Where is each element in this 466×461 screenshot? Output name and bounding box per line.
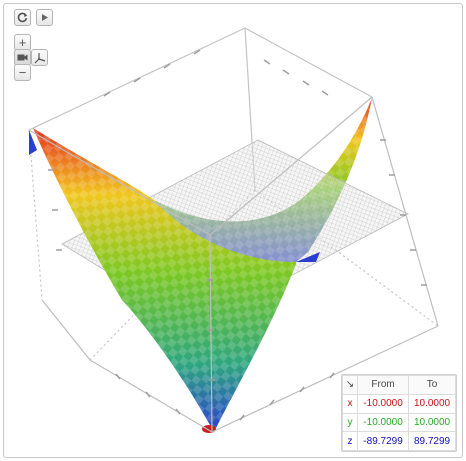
range-table: ↘ From To x -10.0000 10.0000 y -10.0000 … <box>341 374 457 452</box>
surface-left-edge <box>29 130 37 155</box>
range-table-corner[interactable]: ↘ <box>342 375 358 395</box>
axes-icon <box>34 52 45 63</box>
surface-bottom-tip <box>202 425 216 433</box>
bounding-box-front <box>28 96 439 433</box>
axis-ticks <box>48 49 427 421</box>
range-row-y: y -10.0000 10.0000 <box>342 412 456 433</box>
axes-toggle-button[interactable] <box>31 49 48 66</box>
col-from-header: From <box>356 375 410 395</box>
reset-button[interactable] <box>14 9 31 26</box>
var-label-x: x <box>342 393 358 414</box>
refresh-icon <box>17 12 28 23</box>
camera-icon <box>17 54 28 61</box>
play-icon <box>42 14 48 21</box>
play-button[interactable] <box>36 9 53 26</box>
zoom-out-label: − <box>18 65 27 80</box>
z-from-value[interactable]: -89.7299 <box>356 431 410 451</box>
range-row-x: x -10.0000 10.0000 <box>342 393 456 414</box>
zoom-in-button[interactable]: + <box>14 34 31 51</box>
var-label-z: z <box>342 431 358 451</box>
zoom-out-button[interactable]: − <box>14 64 31 81</box>
y-to-value[interactable]: 10.0000 <box>408 412 456 433</box>
var-label-y: y <box>342 412 358 433</box>
x-to-value[interactable]: 10.0000 <box>408 393 456 414</box>
surface-right-edge <box>296 252 320 262</box>
y-from-value[interactable]: -10.0000 <box>356 412 410 433</box>
range-row-z: z -89.7299 89.7299 <box>342 431 456 451</box>
z-to-value[interactable]: 89.7299 <box>408 431 456 451</box>
zoom-in-label: + <box>18 35 27 50</box>
col-to-header: To <box>408 375 456 395</box>
x-from-value[interactable]: -10.0000 <box>356 393 410 414</box>
